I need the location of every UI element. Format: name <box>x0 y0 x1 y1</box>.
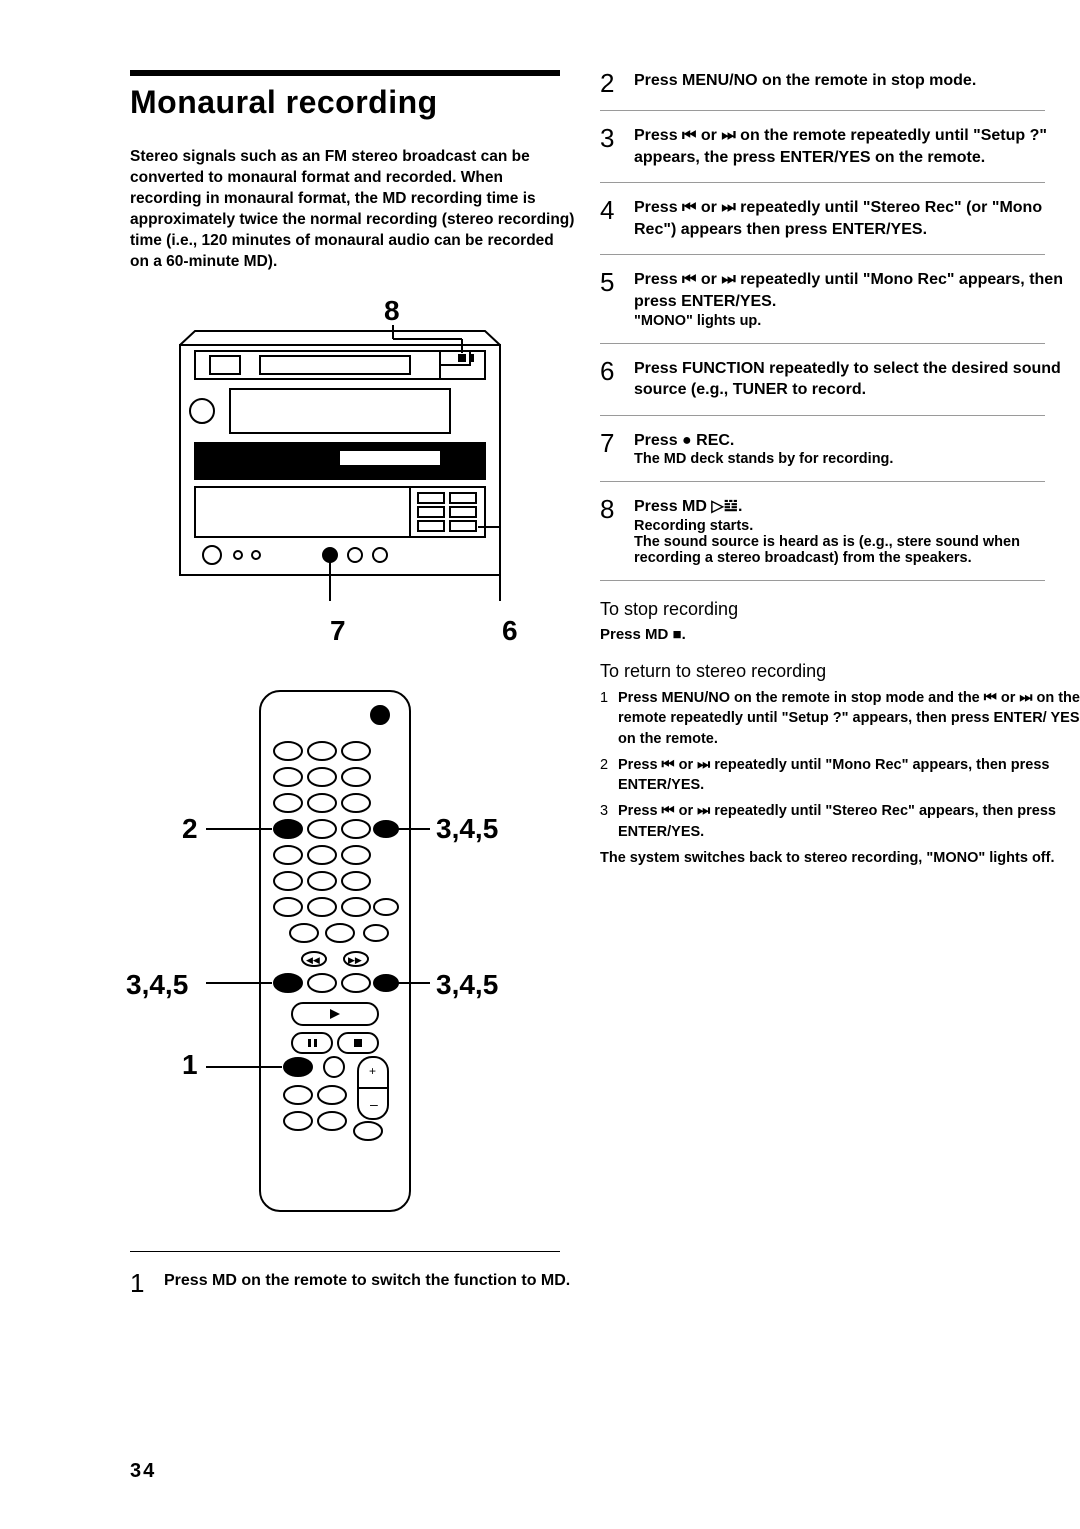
step-8-sub: Recording starts. <box>634 518 1080 534</box>
return-item-1: 1 Press MENU/NO on the remote in stop mo… <box>600 688 1080 749</box>
step-5: 5 Press ⏮ or ⏭ repeatedly until "Mono Re… <box>600 269 1080 328</box>
callout-345-right-1: 3,4,5 <box>436 813 498 845</box>
device-svg <box>140 301 570 621</box>
stop-head: To stop recording <box>600 599 1080 620</box>
step-1-num: 1 <box>130 1270 164 1296</box>
return-head: To return to stereo recording <box>600 661 1080 682</box>
return-item-2-text: Press ⏮ or ⏭ repeatedly until "Mono Rec"… <box>618 755 1080 796</box>
sep-5 <box>600 343 1045 344</box>
callout-1: 1 <box>182 1049 198 1081</box>
step-7: 7 Press ● REC. The MD deck stands by for… <box>600 430 1080 468</box>
return-item-2: 2 Press ⏮ or ⏭ repeatedly until "Mono Re… <box>600 755 1080 796</box>
return-tail: The system switches back to stereo recor… <box>600 850 1080 866</box>
step-4-body: Press ⏮ or ⏭ repeatedly until "Stereo Re… <box>634 197 1080 240</box>
step-1-body: Press MD on the remote to switch the fun… <box>164 1270 570 1296</box>
step-5-sub: "MONO" lights up. <box>634 313 1080 329</box>
step-5-body: Press ⏮ or ⏭ repeatedly until "Mono Rec"… <box>634 269 1080 312</box>
left-rule <box>130 1251 560 1252</box>
sep-8 <box>600 580 1045 581</box>
step-3-num: 3 <box>600 125 634 168</box>
device-diagram: 8 <box>140 301 570 661</box>
step-2-num: 2 <box>600 70 634 96</box>
remote-svg: + – ◀◀ ▶▶ <box>120 681 550 1221</box>
step-4: 4 Press ⏮ or ⏭ repeatedly until "Stereo … <box>600 197 1080 240</box>
return-item-3: 3 Press ⏮ or ⏭ repeatedly until "Stereo … <box>600 801 1080 842</box>
step-7-body: Press ● REC. <box>634 430 893 452</box>
svg-text:▶▶: ▶▶ <box>348 955 362 965</box>
step-7-sub: The MD deck stands by for recording. <box>634 451 893 467</box>
stop-body: Press MD ■. <box>600 626 1080 643</box>
sep-7 <box>600 481 1045 482</box>
step-2: 2 Press MENU/NO on the remote in stop mo… <box>600 70 1080 96</box>
return-item-2-num: 2 <box>600 755 618 796</box>
remote-diagram: 2 3,4,5 3,4,5 3,4,5 1 <box>120 681 550 1241</box>
step-6-num: 6 <box>600 358 634 401</box>
intro-text: Stereo signals such as an FM stereo broa… <box>130 147 575 273</box>
page-number: 34 <box>130 1460 156 1483</box>
step-6: 6 Press FUNCTION repeatedly to select th… <box>600 358 1080 401</box>
callout-8: 8 <box>384 295 400 327</box>
page-title: Monaural recording <box>130 84 600 121</box>
step-2-body: Press MENU/NO on the remote in stop mode… <box>634 70 976 96</box>
step-5-num: 5 <box>600 269 634 328</box>
svg-text:+: + <box>369 1064 376 1078</box>
svg-text:–: – <box>370 1096 378 1112</box>
callout-345-left: 3,4,5 <box>126 969 188 1001</box>
return-item-1-text: Press MENU/NO on the remote in stop mode… <box>618 688 1080 749</box>
step-4-num: 4 <box>600 197 634 240</box>
step-8-num: 8 <box>600 496 634 566</box>
return-item-1-num: 1 <box>600 688 618 749</box>
step-8-note: The sound source is heard as is (e.g., s… <box>634 534 1080 566</box>
callout-345-right-2: 3,4,5 <box>436 969 498 1001</box>
step-7-num: 7 <box>600 430 634 468</box>
step-8-body: Press MD ▷𝍈. <box>634 496 1080 518</box>
step-3: 3 Press ⏮ or ⏭ on the remote repeatedly … <box>600 125 1080 168</box>
step-1: 1 Press MD on the remote to switch the f… <box>130 1270 600 1296</box>
return-item-3-text: Press ⏮ or ⏭ repeatedly until "Stereo Re… <box>618 801 1080 842</box>
callout-7: 7 <box>330 615 346 647</box>
return-item-3-num: 3 <box>600 801 618 842</box>
sep-3 <box>600 182 1045 183</box>
sep-6 <box>600 415 1045 416</box>
sep-4 <box>600 254 1045 255</box>
return-list: 1 Press MENU/NO on the remote in stop mo… <box>600 688 1080 842</box>
step-3-body: Press ⏮ or ⏭ on the remote repeatedly un… <box>634 125 1080 168</box>
title-rule <box>130 70 560 76</box>
callout-2-left: 2 <box>182 813 198 845</box>
step-8: 8 Press MD ▷𝍈. Recording starts. The sou… <box>600 496 1080 566</box>
sep-2 <box>600 110 1045 111</box>
svg-text:◀◀: ◀◀ <box>306 955 320 965</box>
step-6-body: Press FUNCTION repeatedly to select the … <box>634 358 1080 401</box>
callout-6: 6 <box>502 615 518 647</box>
